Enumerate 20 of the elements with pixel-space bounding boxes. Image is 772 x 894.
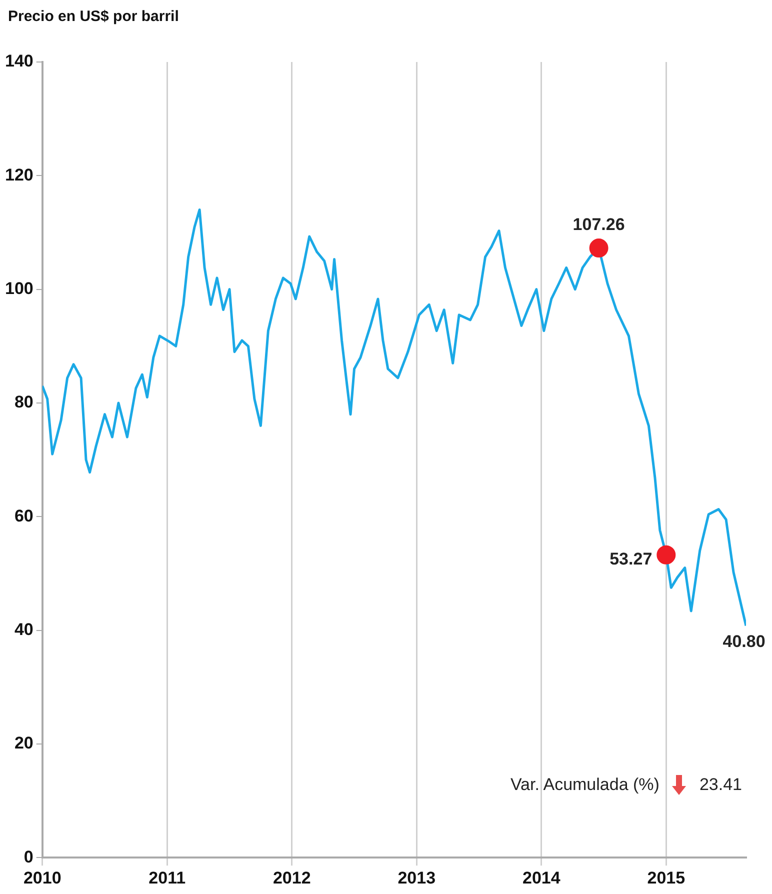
data-label: 53.27: [610, 550, 652, 569]
y-tick-label: 40: [14, 620, 34, 639]
y-axis-title: Precio en US$ por barril: [8, 8, 179, 25]
x-tick-label: 2010: [23, 868, 62, 888]
x-tick-label: 2015: [647, 868, 686, 888]
x-tick-label: 2013: [398, 868, 436, 888]
x-tick-label: 2012: [272, 868, 311, 888]
x-tick-label: 2011: [148, 868, 186, 888]
annotation: Var. Acumulada (%): [510, 775, 660, 795]
y-tick-label: 120: [4, 165, 34, 184]
annotation: 40.80: [722, 632, 766, 651]
x-tick-label: 2014: [522, 868, 561, 888]
y-tick-label: 0: [24, 847, 34, 866]
data-label: 107.26: [572, 215, 625, 234]
y-tick-label: 20: [14, 734, 34, 753]
y-tick-label: 140: [4, 52, 34, 71]
y-tick-label: 80: [14, 392, 34, 412]
y-tick-label: 100: [4, 279, 34, 298]
annotation: 23.41: [699, 775, 742, 795]
y-tick-label: 60: [14, 506, 34, 526]
